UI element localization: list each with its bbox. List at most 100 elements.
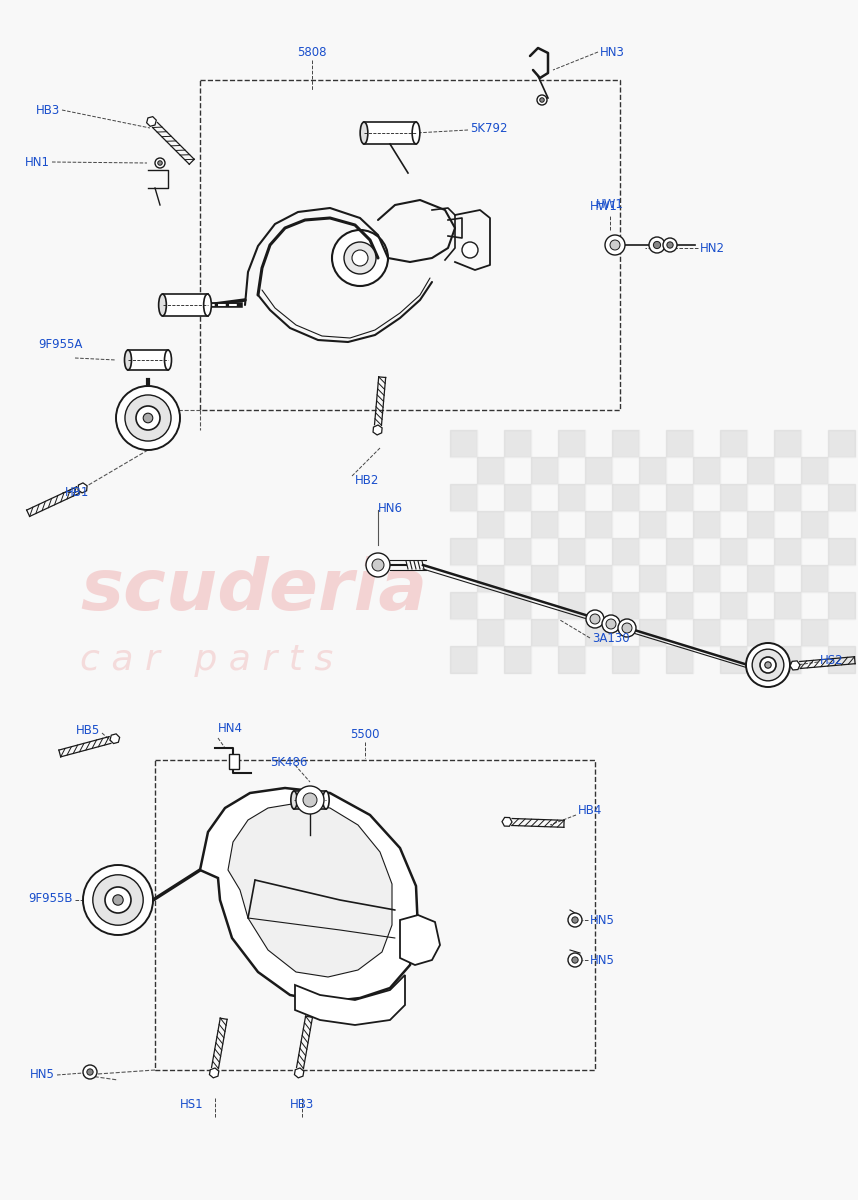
Text: HN1: HN1 [25, 156, 50, 168]
Text: HN5: HN5 [590, 954, 615, 966]
Bar [558, 646, 585, 673]
Bar [747, 538, 774, 565]
Bar [477, 430, 504, 457]
Circle shape [143, 413, 153, 422]
Bar [450, 484, 477, 511]
Bar [531, 511, 558, 538]
Bar [585, 619, 612, 646]
Text: HN2: HN2 [700, 241, 725, 254]
Bar [477, 538, 504, 565]
Ellipse shape [412, 122, 420, 144]
Circle shape [93, 875, 143, 925]
Bar [828, 592, 855, 619]
Bar [801, 619, 828, 646]
Circle shape [602, 614, 620, 634]
Circle shape [760, 658, 776, 673]
Bar [801, 565, 828, 592]
Circle shape [296, 786, 324, 814]
Bar [828, 457, 855, 484]
Bar [504, 538, 531, 565]
Bar [558, 430, 585, 457]
Bar [720, 565, 747, 592]
Circle shape [568, 953, 582, 967]
Text: 5K792: 5K792 [470, 121, 507, 134]
Circle shape [125, 395, 171, 442]
Text: HS2: HS2 [820, 654, 843, 666]
Bar [364, 122, 416, 144]
Text: 9F955B: 9F955B [28, 892, 72, 905]
Ellipse shape [291, 791, 297, 809]
Polygon shape [294, 1068, 304, 1078]
Bar [720, 619, 747, 646]
Bar [801, 430, 828, 457]
Polygon shape [200, 788, 418, 1002]
Bar [504, 457, 531, 484]
Bar [558, 511, 585, 538]
Circle shape [663, 238, 677, 252]
Bar [774, 538, 801, 565]
Bar [450, 592, 477, 619]
Bar [477, 484, 504, 511]
Ellipse shape [159, 294, 166, 316]
Bar [693, 619, 720, 646]
Circle shape [654, 241, 661, 248]
Circle shape [158, 161, 162, 166]
Bar [801, 457, 828, 484]
Bar [720, 430, 747, 457]
Bar [531, 646, 558, 673]
Bar [531, 430, 558, 457]
Bar [666, 430, 693, 457]
Text: scuderia: scuderia [80, 556, 427, 625]
Bar [774, 511, 801, 538]
Bar [666, 511, 693, 538]
Circle shape [571, 956, 578, 964]
Bar [477, 457, 504, 484]
Text: c a r   p a r t s: c a r p a r t s [80, 643, 333, 677]
Ellipse shape [323, 791, 329, 809]
Bar [612, 457, 639, 484]
Ellipse shape [124, 350, 131, 370]
Text: HB5: HB5 [76, 724, 100, 737]
Bar [774, 646, 801, 673]
Text: 5808: 5808 [297, 46, 327, 59]
Bar [639, 538, 666, 565]
Bar [612, 592, 639, 619]
Bar [504, 430, 531, 457]
Bar [128, 350, 168, 370]
Bar [693, 511, 720, 538]
Text: HB2: HB2 [355, 474, 379, 486]
Bar [774, 565, 801, 592]
Circle shape [87, 1069, 94, 1075]
Bar [747, 619, 774, 646]
Bar [200, 80, 620, 410]
Bar [162, 294, 208, 316]
Text: HN6: HN6 [378, 502, 403, 515]
Bar [477, 565, 504, 592]
Bar [801, 538, 828, 565]
Text: HN4: HN4 [218, 721, 243, 734]
Ellipse shape [360, 122, 368, 144]
Bar [450, 619, 477, 646]
Bar [450, 430, 477, 457]
Bar [666, 565, 693, 592]
Polygon shape [110, 734, 119, 744]
Polygon shape [373, 425, 382, 434]
Bar [477, 592, 504, 619]
Text: HN5: HN5 [30, 1068, 55, 1081]
Text: HS1: HS1 [180, 1098, 204, 1111]
Bar [639, 430, 666, 457]
Ellipse shape [165, 350, 172, 370]
Bar [450, 511, 477, 538]
Circle shape [332, 230, 388, 286]
Bar [531, 592, 558, 619]
Bar [477, 511, 504, 538]
Circle shape [610, 240, 620, 250]
Circle shape [649, 236, 665, 253]
Bar [693, 565, 720, 592]
Circle shape [112, 895, 124, 905]
Bar [774, 592, 801, 619]
Bar [666, 484, 693, 511]
Bar [693, 646, 720, 673]
Bar [504, 511, 531, 538]
Bar [801, 511, 828, 538]
